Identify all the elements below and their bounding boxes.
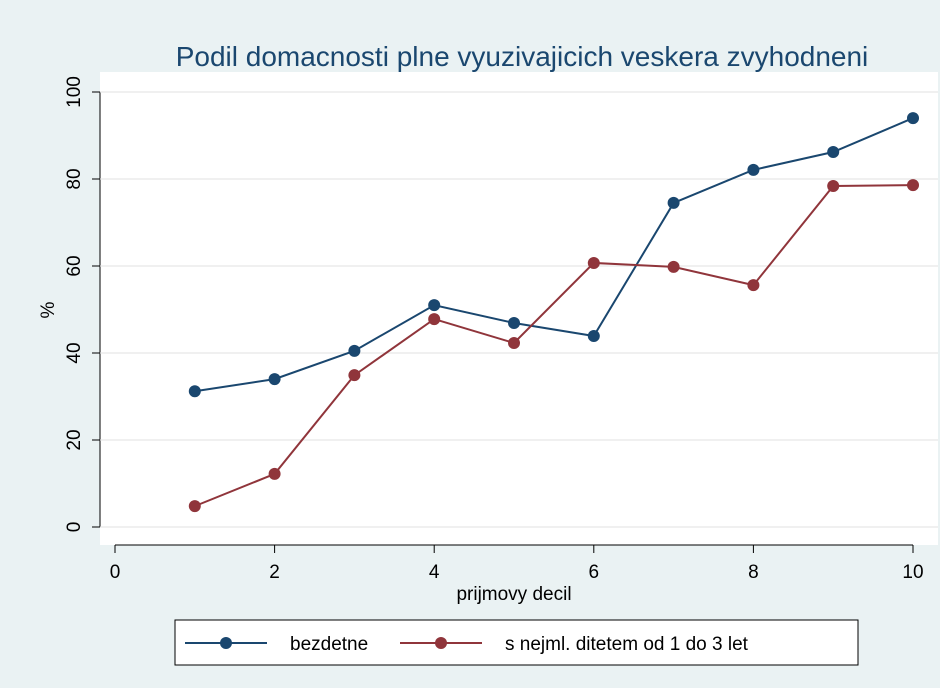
data-point: [428, 313, 441, 326]
y-tick-label: 40: [64, 342, 85, 363]
data-point: [428, 299, 441, 312]
y-tick-label: 80: [64, 168, 85, 189]
data-point: [587, 256, 600, 269]
data-point: [667, 260, 680, 273]
x-tick-label: 8: [748, 562, 759, 583]
series-line: [194, 184, 914, 508]
data-point: [268, 467, 281, 480]
data-point: [747, 279, 760, 292]
y-tick-label: 20: [64, 429, 85, 450]
data-point: [907, 179, 919, 192]
chart-title: Podil domacnosti plne vyuzivajicich vesk…: [176, 41, 869, 72]
y-tick-label: 100: [64, 76, 85, 108]
data-point: [188, 385, 201, 398]
data-point: [747, 163, 760, 176]
data-point: [907, 112, 919, 125]
legend-label: bezdetne: [290, 634, 368, 655]
data-point: [667, 196, 680, 209]
data-point: [348, 344, 361, 357]
x-axis-label: prijmovy decil: [456, 584, 571, 605]
data-point: [587, 330, 600, 343]
legend-marker: [220, 637, 232, 649]
data-point: [827, 146, 840, 159]
data-point: [827, 179, 840, 192]
y-tick-label: 60: [64, 255, 85, 276]
x-tick-label: 4: [429, 562, 440, 583]
data-point: [508, 336, 520, 349]
data-point: [508, 316, 520, 329]
data-point: [188, 500, 201, 513]
y-tick-label: 0: [64, 522, 85, 533]
data-point: [348, 369, 361, 382]
data-point: [268, 373, 281, 386]
plot-region: [100, 72, 938, 545]
legend-marker: [435, 637, 447, 649]
x-tick-label: 2: [269, 562, 280, 583]
y-axis-label: %: [38, 301, 59, 318]
x-tick-label: 10: [902, 562, 923, 583]
series-line: [194, 117, 914, 393]
x-tick-label: 6: [589, 562, 600, 583]
legend-box: [174, 619, 859, 666]
x-tick-label: 0: [110, 562, 121, 583]
legend-label: s nejml. ditetem od 1 do 3 let: [505, 634, 749, 655]
